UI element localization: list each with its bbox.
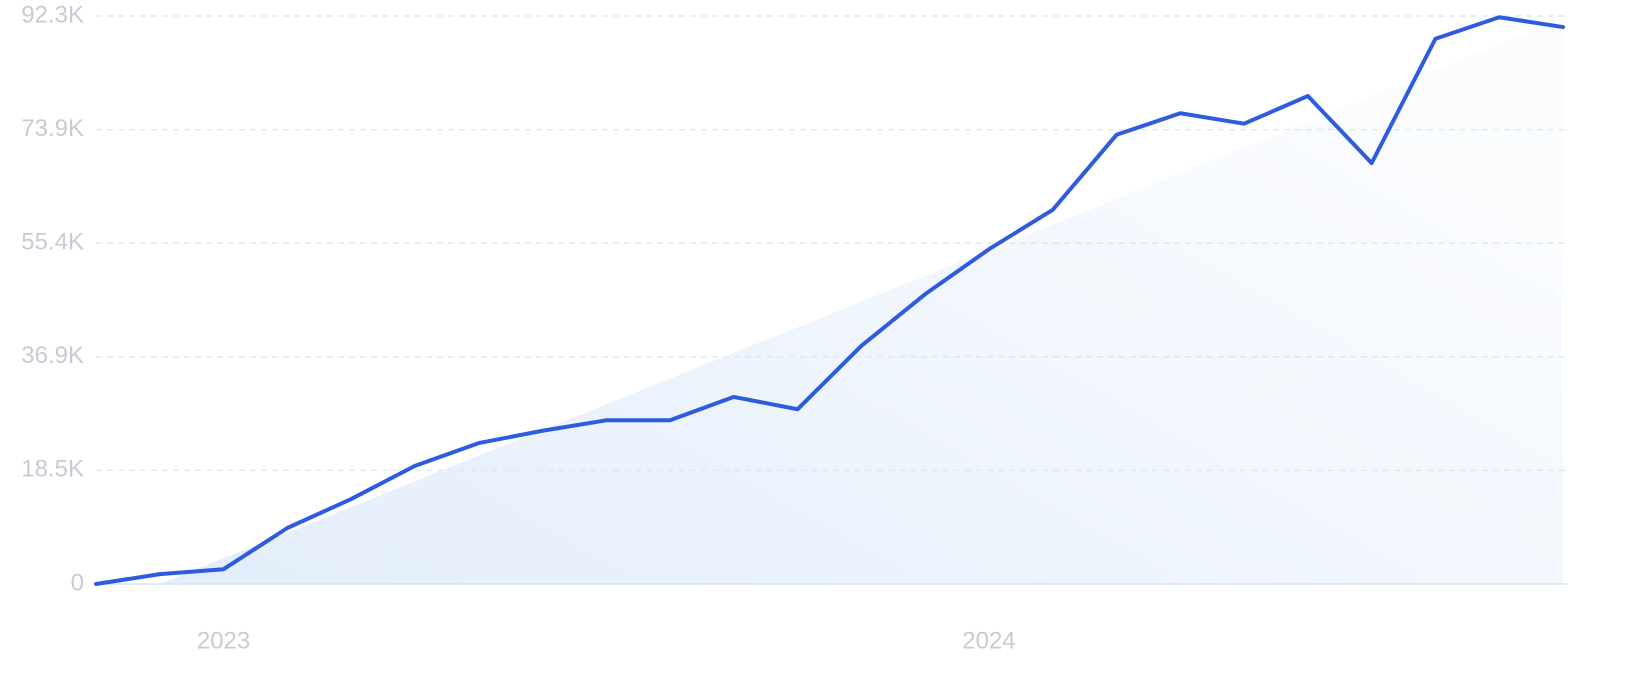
series-line xyxy=(94,15,1565,586)
x-tick-label: 2024 xyxy=(962,627,1015,654)
y-tick-label: 36.9K xyxy=(21,342,84,369)
y-tick-label: 0 xyxy=(71,569,84,596)
trend-area xyxy=(159,19,1564,585)
x-tick-label: 2023 xyxy=(197,627,250,654)
y-tick-label: 18.5K xyxy=(21,456,84,483)
y-tick-label: 92.3K xyxy=(21,1,84,28)
y-tick-label: 73.9K xyxy=(21,115,84,142)
y-tick-label: 55.4K xyxy=(21,229,84,256)
